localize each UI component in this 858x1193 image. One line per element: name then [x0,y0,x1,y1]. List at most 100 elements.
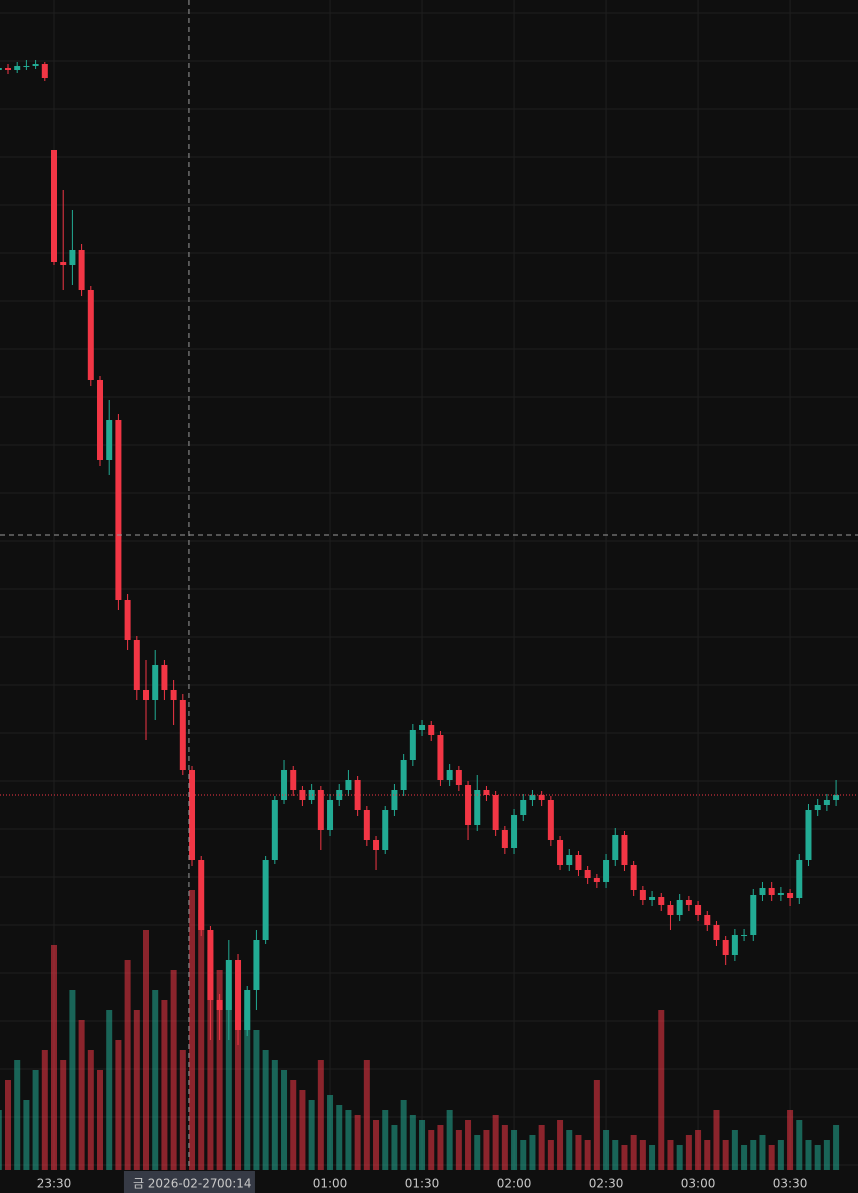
candle-body [814,805,821,810]
candle-body [685,900,692,905]
volume-bar [557,1120,564,1170]
candle-body [363,810,370,840]
volume-bar [152,990,159,1170]
volume-bar [327,1095,334,1170]
volume-bar [281,1070,288,1170]
candle-body [41,64,48,78]
volume-bar [630,1135,637,1170]
volume-bar [649,1145,656,1170]
x-tick-label: 03:00 [681,1177,716,1191]
volume-bar [133,1010,140,1170]
x-tick-label: 01:30 [405,1177,440,1191]
candle-body [281,770,288,800]
volume-bar [354,1115,361,1170]
candle-body [400,760,407,790]
candle-body [593,878,600,882]
volume-bar [317,1060,324,1170]
candle-body [575,855,582,870]
candle-body [216,1000,223,1010]
volume-bar [244,1010,251,1170]
candle-body [124,600,131,640]
volume-bar [676,1145,683,1170]
candle-body [603,860,610,882]
candle-body [382,810,389,850]
candle-body [557,840,564,865]
volume-bar [97,1070,104,1170]
volume-bar [658,1010,665,1170]
candle-body [235,960,242,1030]
volume-bar [4,1080,11,1170]
volume-bar [474,1135,481,1170]
candle-body [78,250,85,290]
volume-bar [823,1140,830,1170]
candle-body [207,930,214,1000]
candle-body [87,290,94,380]
candle-body [759,888,766,895]
candle-layer [0,60,840,1045]
x-tick-label: 23:30 [37,1177,72,1191]
volume-bar [235,1020,242,1170]
volume-bar [704,1140,711,1170]
volume-bar [777,1140,784,1170]
volume-bar [768,1145,775,1170]
volume-bar [299,1090,306,1170]
volume-bar [382,1110,389,1170]
volume-bar [78,1020,85,1170]
candle-body [483,790,490,795]
volume-bar [814,1145,821,1170]
candle-body [115,420,122,600]
candle-body [409,730,416,760]
candle-body [676,900,683,915]
candle-body [244,990,251,1030]
candle-body [704,915,711,925]
candle-body [170,690,177,700]
candle-body [143,690,150,700]
volume-bar [124,960,131,1170]
volume-bar [446,1110,453,1170]
candle-body [695,905,702,915]
candle-body [805,810,812,860]
candle-body [501,830,508,848]
candle-body [768,888,775,895]
volume-bar [189,890,196,1170]
volume-bar [483,1130,490,1170]
candle-body [566,855,573,865]
candle-body [750,895,757,935]
volume-bar [0,1110,2,1170]
volume-bar [501,1125,508,1170]
volume-bar [32,1070,39,1170]
candle-body [161,665,168,690]
candle-body [584,870,591,878]
candle-body [713,925,720,940]
volume-bar [796,1120,803,1170]
candle-body [373,840,380,850]
candle-body [520,800,527,815]
volume-bar [345,1110,352,1170]
x-tick-label: 02:00 [497,1177,532,1191]
volume-bar [60,1060,67,1170]
candle-body [253,940,260,990]
candle-body [658,897,665,905]
volume-bar [492,1115,499,1170]
volume-bar [639,1140,646,1170]
volume-bar [262,1050,269,1170]
candle-body [649,897,656,900]
volume-bar [566,1130,573,1170]
candle-body [547,800,554,840]
volume-bar [437,1125,444,1170]
volume-bar [106,1010,113,1170]
candle-body [741,935,748,936]
volume-bar [759,1135,766,1170]
volume-bar [290,1080,297,1170]
volume-bar [593,1080,600,1170]
volume-bar [529,1135,536,1170]
volume-bar [41,1050,48,1170]
candle-body [474,790,481,825]
volume-bar [409,1115,416,1170]
volume-bar [336,1105,343,1170]
volume-bar [787,1110,794,1170]
candle-body [133,640,140,690]
volume-bar [667,1140,674,1170]
volume-bar [373,1120,380,1170]
candle-body [32,64,39,66]
